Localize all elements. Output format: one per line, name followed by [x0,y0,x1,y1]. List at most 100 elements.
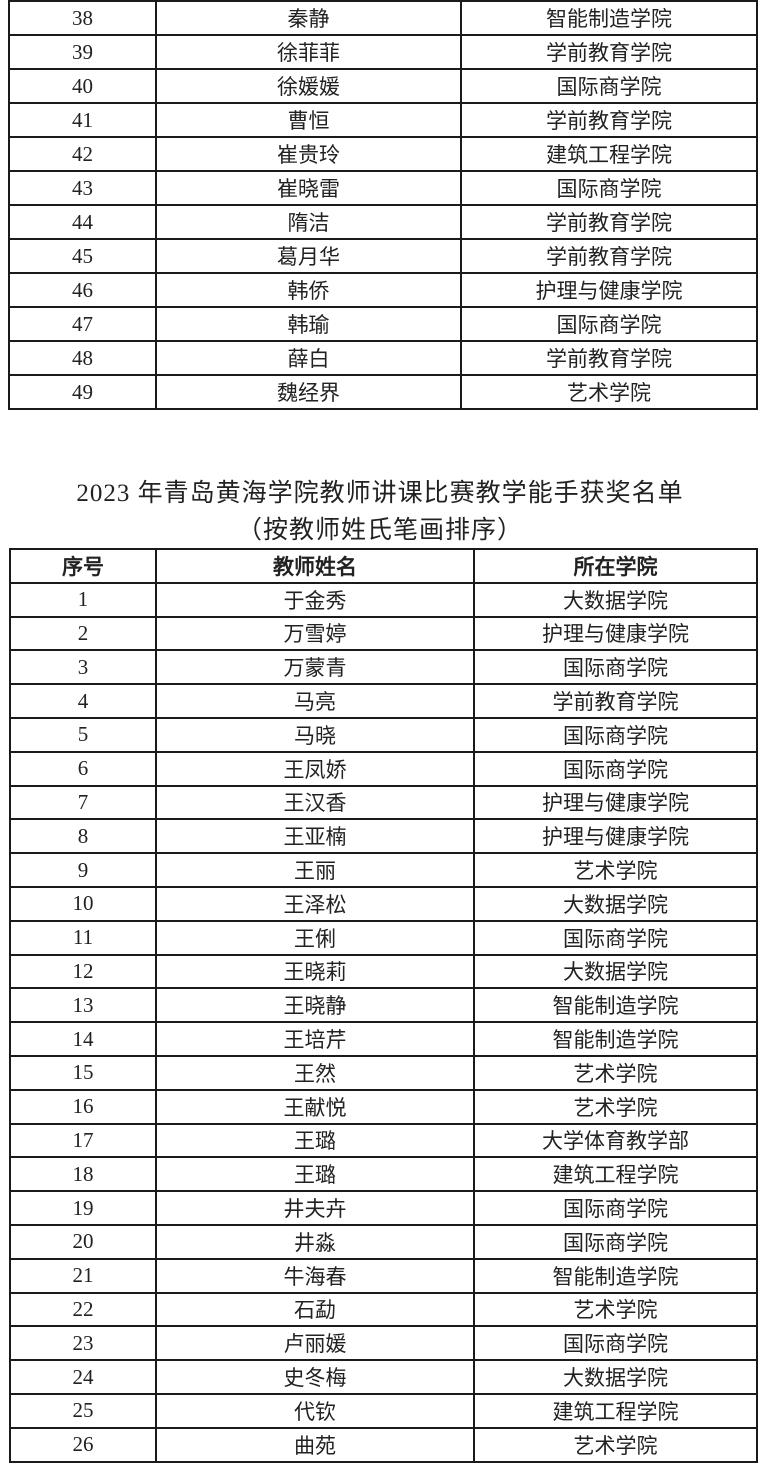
cell-index: 5 [9,716,157,753]
cell-index: 45 [8,238,157,274]
table-row: 11 王俐 国际商学院 [9,919,758,956]
cell-teacher-name: 代钦 [155,1392,475,1429]
table-row: 17 王璐 大学体育教学部 [9,1122,758,1159]
cell-index: 16 [9,1088,157,1125]
cell-college: 大数据学院 [473,581,758,618]
table-row: 41 曹恒 学前教育学院 [8,102,758,138]
cell-college: 艺术学院 [473,852,758,888]
cell-college: 国际商学院 [473,1223,758,1260]
table-row: 14 王培芹 智能制造学院 [9,1021,758,1057]
table-row: 49 魏经界 艺术学院 [8,374,758,410]
cell-index: 9 [9,852,157,888]
cell-index: 10 [9,885,157,922]
header-index: 序号 [9,548,157,584]
cell-teacher-name: 马亮 [155,683,475,719]
cell-teacher-name: 王凤娇 [155,750,475,787]
table-row: 15 王然 艺术学院 [9,1054,758,1091]
table-row: 18 王璐 建筑工程学院 [9,1156,758,1193]
cell-college: 国际商学院 [473,919,758,956]
cell-index: 14 [9,1021,157,1057]
cell-college: 建筑工程学院 [473,1156,758,1193]
table-row: 21 牛海春 智能制造学院 [9,1257,758,1294]
cell-college: 学前教育学院 [460,34,758,70]
cell-college: 智能制造学院 [473,1257,758,1294]
cell-teacher-name: 韩侨 [155,272,462,308]
cell-teacher-name: 崔晓雷 [155,170,462,206]
cell-teacher-name: 徐媛媛 [155,68,462,104]
cell-college: 国际商学院 [473,1190,758,1226]
cell-index: 15 [9,1054,157,1091]
table-row: 24 史冬梅 大数据学院 [9,1359,758,1395]
cell-college: 学前教育学院 [460,204,758,240]
cell-teacher-name: 韩瑜 [155,306,462,342]
cell-index: 20 [9,1223,157,1260]
cell-index: 48 [8,340,157,376]
cell-college: 护理与健康学院 [473,818,758,855]
cell-teacher-name: 史冬梅 [155,1359,475,1395]
table-row: 23 卢丽媛 国际商学院 [9,1325,758,1362]
cell-index: 1 [9,581,157,618]
cell-teacher-name: 王晓静 [155,987,475,1024]
cell-teacher-name: 王璐 [155,1122,475,1159]
table-row: 8 王亚楠 护理与健康学院 [9,818,758,855]
list-subtitle: （按教师姓氏笔画排序） [236,517,523,544]
table-row: 45 葛月华 学前教育学院 [8,238,758,274]
table-row: 48 薛白 学前教育学院 [8,340,758,376]
cell-teacher-name: 魏经界 [155,374,462,410]
table-row: 16 王献悦 艺术学院 [9,1088,758,1125]
cell-college: 大学体育教学部 [473,1122,758,1159]
cell-index: 39 [8,34,157,70]
table-row: 12 王晓莉 大数据学院 [9,953,758,990]
cell-teacher-name: 井夫卉 [155,1190,475,1226]
table-row: 3 万蒙青 国际商学院 [9,649,758,686]
cell-teacher-name: 王培芹 [155,1021,475,1057]
table-row: 44 隋洁 学前教育学院 [8,204,758,240]
cell-index: 11 [9,919,157,956]
cell-teacher-name: 隋洁 [155,204,462,240]
cell-teacher-name: 王献悦 [155,1088,475,1125]
cell-index: 3 [9,649,157,686]
table-row: 10 王泽松 大数据学院 [9,885,758,922]
table-row: 43 崔晓雷 国际商学院 [8,170,758,206]
cell-college: 大数据学院 [473,953,758,990]
cell-college: 国际商学院 [460,170,758,206]
table-row: 20 井淼 国际商学院 [9,1223,758,1260]
cell-teacher-name: 于金秀 [155,581,475,618]
cell-college: 建筑工程学院 [473,1392,758,1429]
cell-teacher-name: 王然 [155,1054,475,1091]
cell-index: 4 [9,683,157,719]
awards-table-continued: 38 秦静 智能制造学院 39 徐菲菲 学前教育学院 40 徐媛媛 国际商学院 41 曹恒 学前教育学… [8,0,758,410]
cell-index: 19 [9,1190,157,1226]
cell-college: 护理与健康学院 [460,272,758,308]
cell-index: 24 [9,1359,157,1395]
cell-college: 国际商学院 [473,716,758,753]
cell-index: 22 [9,1291,157,1328]
header-college: 所在学院 [473,548,758,584]
cell-teacher-name: 王汉香 [155,784,475,821]
cell-college: 智能制造学院 [473,1021,758,1057]
cell-college: 大数据学院 [473,1359,758,1395]
table-row: 5 马晓 国际商学院 [9,716,758,753]
cell-college: 建筑工程学院 [460,136,758,172]
cell-college: 智能制造学院 [473,987,758,1024]
table-row: 47 韩瑜 国际商学院 [8,306,758,342]
table-row: 7 王汉香 护理与健康学院 [9,784,758,821]
cell-teacher-name: 石勐 [155,1291,475,1328]
cell-index: 43 [8,170,157,206]
cell-college: 护理与健康学院 [473,784,758,821]
cell-teacher-name: 崔贵玲 [155,136,462,172]
cell-college: 学前教育学院 [473,683,758,719]
table-row: 39 徐菲菲 学前教育学院 [8,34,758,70]
cell-teacher-name: 王泽松 [155,885,475,922]
cell-teacher-name: 薛白 [155,340,462,376]
cell-teacher-name: 马晓 [155,716,475,753]
table-row: 42 崔贵玲 建筑工程学院 [8,136,758,172]
table-row: 9 王丽 艺术学院 [9,852,758,888]
cell-teacher-name: 卢丽媛 [155,1325,475,1362]
table-row: 38 秦静 智能制造学院 [8,0,758,36]
cell-index: 23 [9,1325,157,1362]
cell-teacher-name: 王丽 [155,852,475,888]
cell-index: 7 [9,784,157,821]
table-row: 19 井夫卉 国际商学院 [9,1190,758,1226]
table-row: 22 石勐 艺术学院 [9,1291,758,1328]
